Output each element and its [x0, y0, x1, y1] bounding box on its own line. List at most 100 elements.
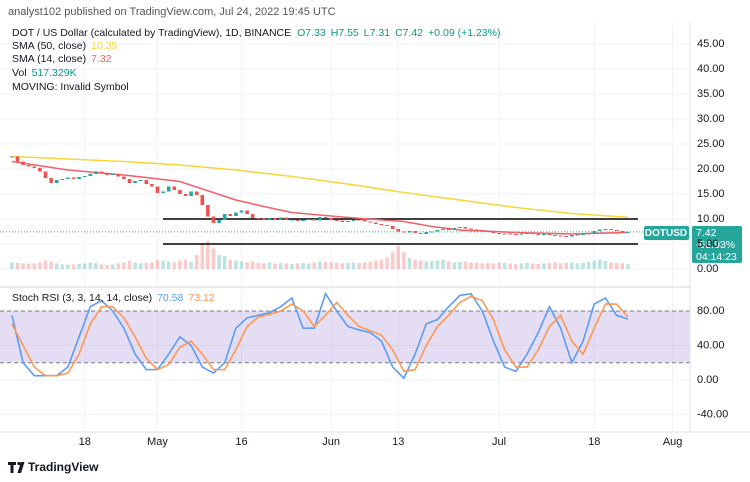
volume-bar — [10, 262, 14, 269]
y-tick-label: 30.00 — [697, 113, 725, 125]
volume-bar — [368, 261, 373, 269]
volume-bar — [306, 263, 311, 269]
y-tick-label: 15.00 — [697, 188, 725, 200]
candle — [575, 234, 580, 236]
candle — [54, 180, 59, 183]
candle — [312, 219, 317, 221]
volume-bar — [94, 262, 98, 269]
volume-bar — [26, 263, 31, 269]
candle — [60, 179, 65, 180]
y-tick-label: 40.00 — [697, 339, 725, 351]
candle — [547, 234, 552, 235]
candle — [318, 217, 322, 221]
volume-bar — [43, 260, 48, 269]
candle — [413, 231, 417, 233]
volume-bar — [273, 263, 277, 269]
volume-bar — [413, 259, 417, 269]
volume-bar — [172, 262, 177, 269]
candle — [194, 191, 199, 195]
volume-bar — [519, 263, 524, 269]
symbol-label: DOTUSD — [645, 228, 687, 239]
x-tick-label: 18 — [588, 436, 600, 448]
volume-bar — [161, 260, 165, 269]
volume-bar — [407, 257, 412, 269]
candle — [234, 212, 238, 216]
volume-bar — [334, 262, 339, 269]
volume-bar — [155, 259, 160, 269]
volume-bar — [250, 261, 255, 269]
volume-bar — [452, 262, 457, 269]
volume-bar — [329, 262, 333, 269]
volume-bar — [418, 260, 423, 269]
volume-bar — [598, 259, 602, 269]
legend-name: Vol — [12, 67, 27, 79]
volume-bar — [284, 263, 289, 269]
legend-stoch: Stoch RSI (3, 3, 14, 14, close) 70.58 73.1… — [12, 292, 215, 304]
volume-bar — [424, 261, 429, 269]
volume-bar — [592, 260, 597, 269]
price-box — [692, 226, 742, 263]
candle — [614, 230, 619, 231]
candle — [295, 219, 300, 221]
legend-name: Stoch RSI (3, 3, 14, 14, close) — [12, 292, 152, 304]
candle — [10, 156, 14, 158]
legend-value: 70.58 — [157, 292, 183, 304]
x-tick-label: 18 — [79, 436, 91, 448]
candle — [553, 235, 557, 236]
candle — [166, 186, 171, 192]
volume-bar — [200, 242, 205, 269]
candle — [172, 186, 177, 190]
volume-bar — [402, 252, 406, 269]
candle — [267, 218, 272, 220]
candle — [122, 176, 126, 179]
candle — [586, 233, 591, 234]
volume-bar — [189, 261, 193, 269]
legend-main: DOT / US Dollar (calculated by TradingVi… — [12, 27, 500, 39]
brand-logo — [8, 461, 25, 473]
volume-bar — [138, 263, 143, 269]
volume-bar — [318, 261, 322, 269]
candle — [424, 232, 429, 234]
y-tick-label: 45.00 — [697, 38, 725, 50]
candle — [290, 219, 294, 221]
candle — [340, 220, 345, 222]
volume-bar — [323, 262, 328, 269]
x-tick-label: Jul — [492, 436, 506, 448]
y-tick-label: 0.00 — [697, 374, 718, 386]
candle — [222, 214, 227, 220]
candle — [407, 231, 412, 233]
candle — [26, 165, 31, 167]
volume-bar — [558, 263, 563, 269]
series-line — [11, 291, 629, 380]
candle — [256, 218, 261, 219]
candle — [71, 177, 76, 179]
candle — [514, 234, 518, 235]
candle — [228, 214, 233, 216]
countdown-label: 04:14:23 — [696, 251, 737, 263]
candle — [385, 225, 389, 226]
series-line — [11, 155, 628, 219]
volume-bar — [430, 261, 434, 269]
volume-bar — [497, 262, 501, 269]
candle — [133, 181, 137, 183]
symbol-title: DOT / US Dollar (calculated by TradingVi… — [12, 27, 291, 39]
volume-bar — [486, 262, 490, 269]
candle — [564, 236, 569, 237]
candle — [598, 229, 602, 231]
price-label: 7.42 — [696, 227, 717, 239]
volume-bar — [178, 260, 182, 269]
x-tick-label: May — [147, 436, 168, 448]
volume-bar — [542, 263, 546, 269]
volume-bar — [222, 255, 227, 269]
volume-bar — [575, 263, 580, 269]
candle — [82, 176, 87, 177]
candle — [43, 171, 48, 178]
volume-bar — [396, 245, 401, 269]
volume-bar — [166, 261, 171, 269]
volume-bar — [463, 261, 468, 269]
volume-bar — [362, 262, 367, 269]
candle — [626, 231, 630, 233]
volume-bar — [379, 259, 384, 269]
candle — [99, 171, 104, 173]
